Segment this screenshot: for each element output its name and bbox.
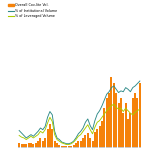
Bar [77,141,79,147]
Bar [21,144,22,147]
Bar [139,82,141,147]
Bar [51,129,53,147]
Bar [108,93,110,147]
Bar [28,143,30,147]
Bar [127,119,129,147]
Bar [84,135,86,147]
Bar [49,124,51,147]
Bar [18,143,20,147]
Bar [23,144,25,147]
Bar [35,143,37,147]
Bar [32,144,34,147]
Bar [46,129,49,147]
Bar [25,144,27,147]
Bar [118,103,120,147]
Bar [132,98,134,147]
Bar [136,98,138,147]
Bar [110,77,112,147]
Bar [73,145,75,147]
Bar [58,145,60,147]
Bar [61,146,63,147]
Bar [96,129,98,147]
Bar [44,138,46,147]
Bar [101,121,103,147]
Bar [115,93,117,147]
Bar [99,126,101,147]
Bar [82,138,84,147]
Bar [80,141,82,147]
Bar [63,146,65,147]
Bar [92,141,93,147]
Bar [56,143,58,147]
Bar [134,93,136,147]
Legend: Overall Cov-lite Vol., % of Institutional Volume, % of Leveraged Volume: Overall Cov-lite Vol., % of Institutiona… [8,3,57,18]
Bar [30,143,32,147]
Bar [75,143,77,147]
Bar [122,114,124,147]
Bar [106,98,108,147]
Bar [129,114,131,147]
Bar [94,132,96,147]
Bar [87,133,89,147]
Bar [42,141,44,147]
Bar [37,141,39,147]
Bar [39,138,41,147]
Bar [125,103,127,147]
Bar [89,138,91,147]
Bar [54,141,56,147]
Bar [120,98,122,147]
Bar [113,82,115,147]
Bar [103,108,105,147]
